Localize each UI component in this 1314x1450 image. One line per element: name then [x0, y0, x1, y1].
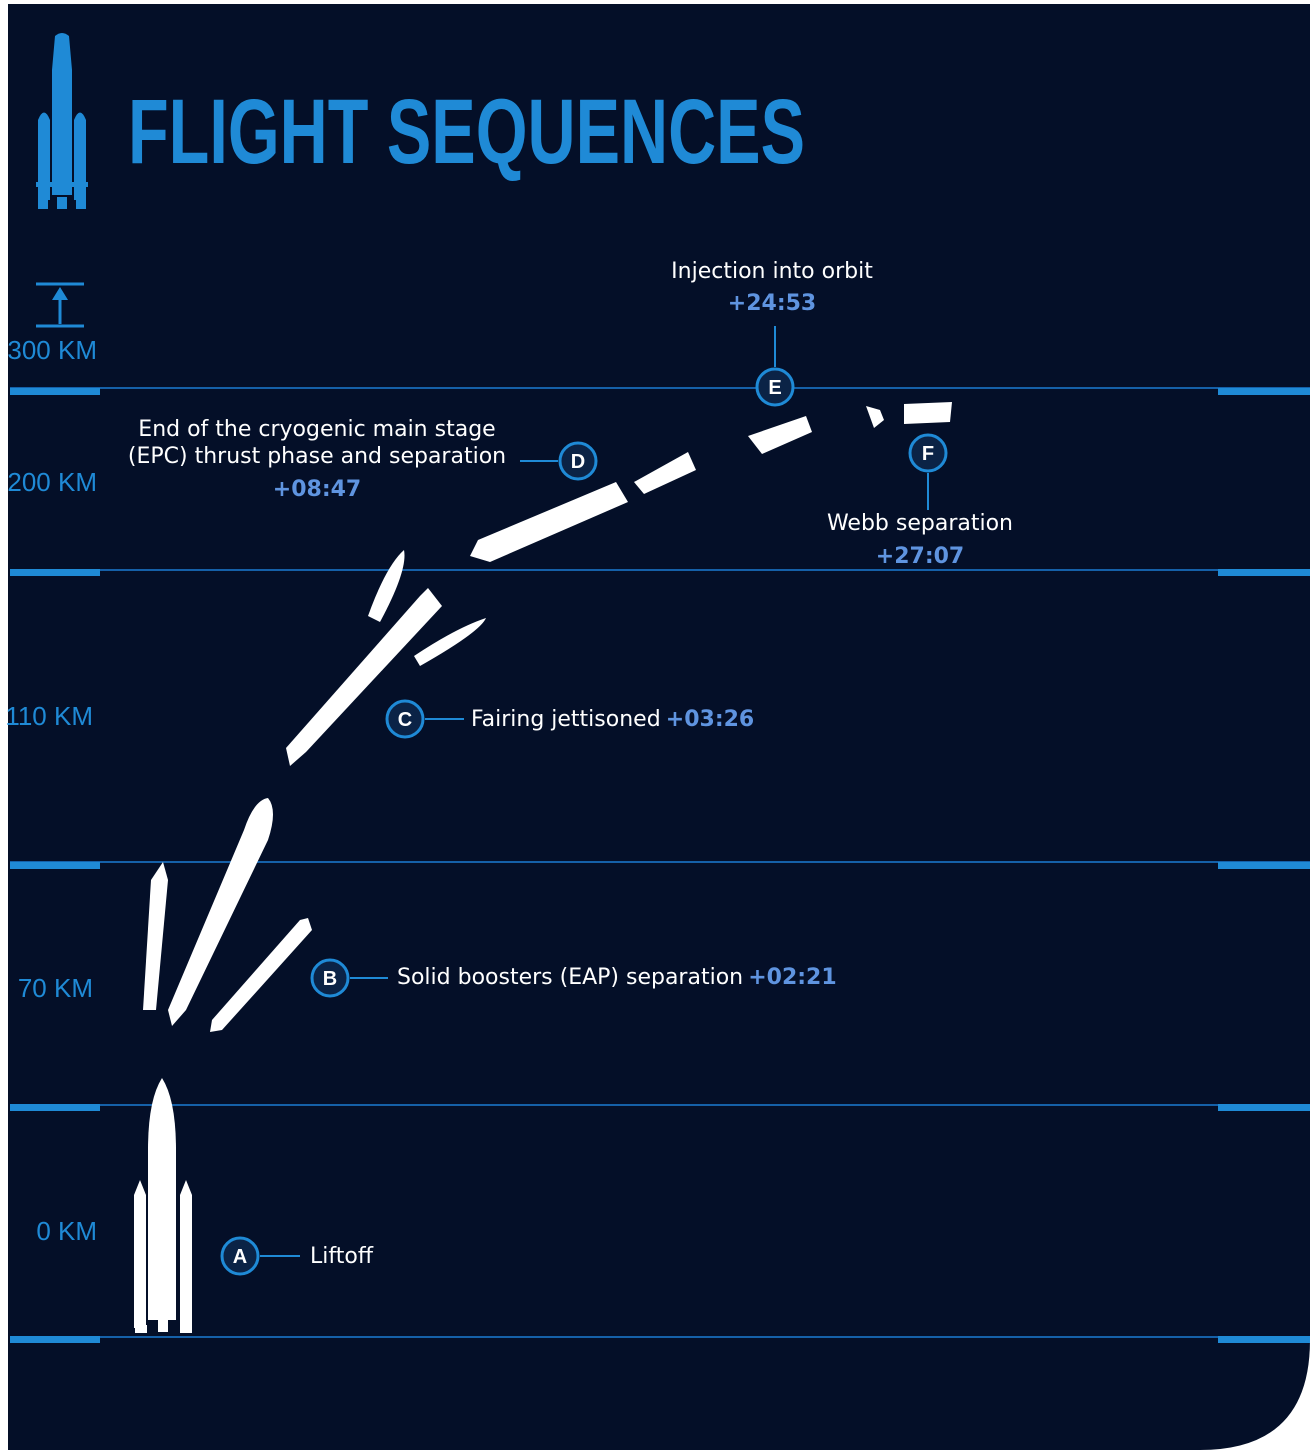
infographic: FLIGHT SEQUENCES 300 KM 200 KM 110 KM 70…	[0, 0, 1314, 1450]
altitude-label: 300 KM	[7, 335, 97, 365]
altitude-label: 200 KM	[7, 467, 97, 497]
event-label: Injection into orbit	[671, 259, 873, 284]
title: FLIGHT SEQUENCES	[128, 81, 805, 183]
event-label: End of the cryogenic main stage	[138, 417, 495, 442]
event-time: +24:53	[728, 291, 816, 316]
event-label: Webb separation	[827, 511, 1013, 536]
event-label: Liftoff	[310, 1244, 374, 1269]
altitude-label: 110 KM	[5, 701, 93, 731]
marker-letter: F	[922, 443, 934, 465]
marker-letter: C	[398, 709, 412, 731]
altitude-label: 70 KM	[18, 973, 93, 1003]
marker-letter: E	[768, 377, 781, 399]
marker-letter: B	[323, 968, 337, 990]
marker-letter: D	[571, 451, 585, 473]
event-label: Solid boosters (EAP) separation	[397, 965, 743, 990]
event-time: +02:21	[748, 965, 836, 990]
event-text: Solid boosters (EAP) separation +02:21	[397, 965, 837, 990]
event-label: (EPC) thrust phase and separation	[128, 444, 506, 469]
page: {"header": {"title": "FLIGHT SEQUENCES"}…	[0, 0, 1314, 1450]
event-time: +08:47	[273, 477, 361, 502]
event-label: Fairing jettisoned	[471, 707, 661, 732]
event-time: +03:26	[666, 707, 754, 732]
event-text: Fairing jettisoned +03:26	[471, 707, 754, 732]
altitude-label: 0 KM	[36, 1216, 97, 1246]
event-time: +27:07	[876, 544, 964, 569]
marker-letter: A	[233, 1246, 247, 1268]
